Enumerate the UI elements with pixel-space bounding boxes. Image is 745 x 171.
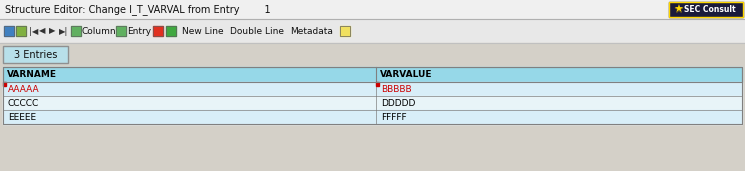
Bar (3, 110, 742, 124)
Bar (3, 67, 742, 82)
Bar (166, 26, 176, 36)
Bar (0, 43, 745, 46)
Bar (669, 2, 743, 17)
Bar (3, 67, 742, 124)
Text: Double Line: Double Line (230, 27, 284, 36)
Bar (3, 67, 742, 82)
Bar (376, 82, 379, 86)
Text: Structure Editor: Change I_T_VARVAL from Entry        1: Structure Editor: Change I_T_VARVAL from… (5, 4, 270, 15)
Text: DDDDD: DDDDD (381, 98, 416, 108)
Bar (340, 26, 350, 36)
Text: FFFFF: FFFFF (381, 113, 407, 122)
Text: New Line: New Line (182, 27, 224, 36)
Text: Entry: Entry (127, 27, 151, 36)
Text: AAAAA: AAAAA (8, 84, 39, 94)
Text: ▶|: ▶| (59, 27, 69, 36)
Bar (153, 26, 163, 36)
Text: Metadata: Metadata (290, 27, 333, 36)
Bar (0, 0, 745, 19)
Bar (16, 26, 26, 36)
Text: Column: Column (82, 27, 117, 36)
Text: VARNAME: VARNAME (7, 70, 57, 79)
Bar (116, 26, 126, 36)
Bar (3, 96, 742, 110)
Bar (3, 67, 742, 124)
Bar (0, 19, 745, 43)
Text: ▶: ▶ (49, 27, 55, 36)
Text: VARVALUE: VARVALUE (380, 70, 433, 79)
Text: |◀: |◀ (29, 27, 39, 36)
Bar (4, 26, 14, 36)
Bar (4, 26, 14, 36)
Text: EEEEE: EEEEE (8, 113, 36, 122)
Bar (3, 82, 6, 86)
Bar (71, 26, 81, 36)
Bar (71, 26, 81, 36)
Text: SEC Consult: SEC Consult (684, 5, 736, 14)
Text: 3 Entries: 3 Entries (14, 49, 57, 60)
Text: ★: ★ (673, 4, 683, 15)
Bar (3, 46, 68, 63)
Text: CCCCC: CCCCC (8, 98, 39, 108)
Text: ◀: ◀ (39, 27, 45, 36)
Bar (3, 46, 68, 63)
Bar (669, 2, 743, 17)
Text: ☆: ☆ (673, 4, 683, 15)
Bar (116, 26, 126, 36)
Bar (153, 26, 163, 36)
Bar (166, 26, 176, 36)
Text: BBBBB: BBBBB (381, 84, 412, 94)
Bar (3, 82, 742, 96)
Bar (340, 26, 350, 36)
Bar (16, 26, 26, 36)
